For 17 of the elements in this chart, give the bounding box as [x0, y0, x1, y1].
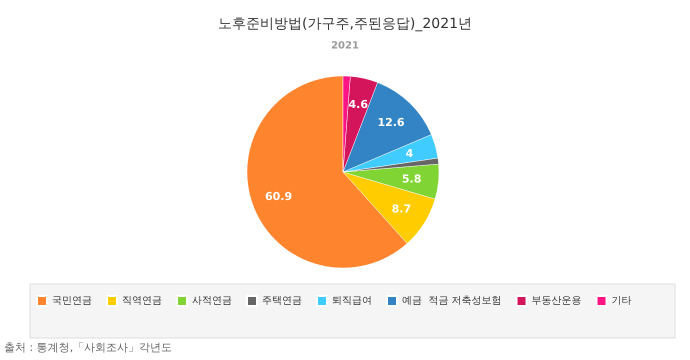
data-label: 4 [406, 146, 414, 160]
data-label: 8.7 [392, 202, 412, 216]
legend-label: 국민연금 [52, 296, 92, 306]
legend-label: 퇴직급여 [332, 296, 372, 306]
legend-label: 직역연금 [122, 296, 162, 306]
chart-title: 노후준비방법(가구주,주된응답)_2021년 [218, 16, 472, 32]
data-label: 4.6 [348, 98, 368, 112]
legend-label: 부동산운용 [532, 296, 582, 306]
legend-label: 예금 적금 저축성보험 [402, 296, 502, 306]
legend-label: 기타 [612, 296, 632, 306]
data-label: 12.6 [377, 116, 405, 129]
data-label: 5.8 [402, 172, 422, 186]
legend-label: 주택연금 [262, 296, 302, 306]
source-note: 출처 : 통계청,「사회조사」각년도 [4, 341, 172, 354]
legend-label: 사적연금 [192, 296, 232, 306]
data-label: 60.9 [264, 190, 292, 204]
chart-subtitle: 2021 [331, 40, 359, 52]
